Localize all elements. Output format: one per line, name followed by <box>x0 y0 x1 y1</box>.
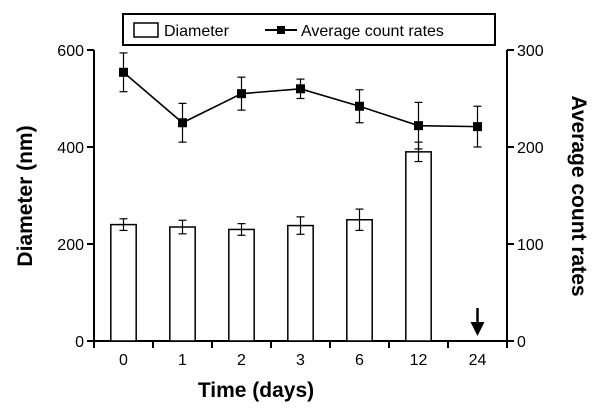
count-rate-marker <box>119 67 128 77</box>
y-axis-title-right: Average count rates <box>567 95 590 296</box>
left-tick-label: 200 <box>57 237 84 254</box>
diameter-bar <box>287 224 314 342</box>
count-rate-marker <box>473 122 482 132</box>
x-tick-label: 2 <box>237 352 246 369</box>
x-tick-label: 0 <box>119 352 128 369</box>
diameter-bars <box>110 151 432 342</box>
annotations <box>470 308 485 336</box>
x-tick-label: 6 <box>355 352 364 369</box>
count-rate-markers <box>119 67 482 132</box>
right-axis-ticks: 0 100 200 300 <box>507 43 544 351</box>
left-tick-label: 600 <box>57 43 84 60</box>
legend: Diameter Average count rates <box>122 13 496 46</box>
diameter-bar <box>228 228 255 342</box>
x-tick-label: 24 <box>469 352 487 369</box>
right-tick-label: 300 <box>517 43 544 60</box>
diameter-bar <box>405 151 432 342</box>
count-rate-marker <box>355 101 364 111</box>
count-rate-error-bars <box>119 52 482 150</box>
diameter-bar <box>169 226 196 342</box>
left-tick-label: 400 <box>57 140 84 157</box>
down-arrow-head <box>470 322 485 336</box>
legend-marker-count-rates <box>277 26 285 34</box>
legend-box <box>122 13 496 46</box>
count-rate-marker <box>296 84 305 94</box>
left-tick-label: 0 <box>75 334 84 351</box>
diameter-error-bars <box>119 141 423 236</box>
right-tick-label: 100 <box>517 237 544 254</box>
diameter-bar <box>110 223 137 342</box>
x-tick-label: 3 <box>296 352 305 369</box>
y-axis-title-left: Diameter (nm) <box>14 125 37 266</box>
x-axis-title: Time (days) <box>198 379 314 402</box>
legend-swatch-diameter <box>133 22 159 38</box>
down-arrow-icon <box>470 308 485 336</box>
legend-label-diameter: Diameter <box>164 23 230 40</box>
x-tick-label: 12 <box>410 352 428 369</box>
legend-label-count-rates: Average count rates <box>301 23 444 40</box>
left-axis-ticks: 0 200 400 600 <box>57 43 94 351</box>
right-tick-label: 0 <box>517 334 526 351</box>
x-axis-ticks: 0 1 2 3 6 12 24 <box>93 341 508 369</box>
right-tick-label: 200 <box>517 140 544 157</box>
count-rate-marker <box>178 118 187 128</box>
x-tick-label: 1 <box>178 352 187 369</box>
diameter-bar <box>346 219 373 342</box>
count-rate-marker <box>237 89 246 99</box>
count-rate-marker <box>414 121 423 131</box>
